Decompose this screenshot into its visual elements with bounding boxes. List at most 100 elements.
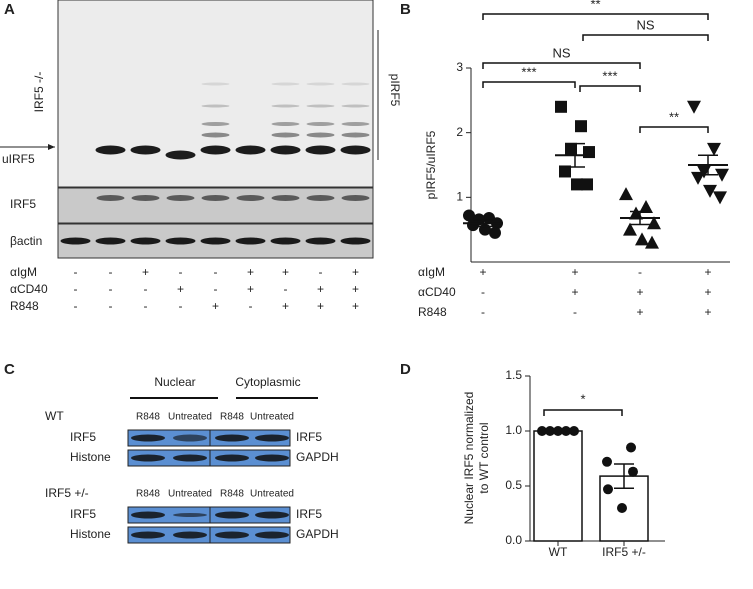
band [215, 434, 249, 442]
y-tick-label: 1.0 [505, 423, 522, 437]
band [306, 195, 335, 201]
band [215, 454, 249, 462]
row-label: αIgM [10, 265, 37, 279]
band [271, 122, 300, 126]
treatment-sign: + [636, 305, 643, 319]
dot [571, 178, 583, 191]
y-tick-label: 0.0 [505, 533, 522, 547]
band [306, 132, 335, 138]
treatment-sign: + [704, 265, 711, 279]
treatment-sign: + [352, 299, 359, 313]
dot [647, 216, 661, 230]
row-label: IRF5 [70, 507, 96, 521]
band [236, 195, 265, 201]
error-bar [565, 142, 585, 168]
band [341, 82, 370, 86]
dot [555, 100, 567, 113]
treatment-sign: + [352, 265, 359, 279]
x-tick-label: WT [549, 545, 568, 559]
significance-bracket [582, 34, 709, 41]
panel-label: C [4, 361, 15, 378]
treatment-sign: - [144, 282, 148, 296]
treatment-sign: - [214, 282, 218, 296]
dot [619, 187, 633, 201]
treatment-sign: - [214, 265, 218, 279]
lane-label: Untreated [168, 489, 212, 500]
significance-bracket [543, 409, 623, 416]
dot [713, 191, 727, 205]
dot [545, 426, 555, 436]
dot [707, 142, 721, 156]
lane-label: Untreated [168, 412, 212, 423]
band [255, 511, 289, 519]
y-tick-label: 0.5 [505, 478, 522, 492]
band-label: uIRF5 [2, 152, 35, 166]
treatment-sign: + [282, 299, 289, 313]
band [255, 454, 289, 462]
dot [603, 484, 613, 495]
band [255, 531, 289, 539]
treatment-sign: + [282, 265, 289, 279]
treatment-sign: + [212, 299, 219, 313]
band [201, 104, 230, 108]
band [173, 513, 207, 517]
group-label: IRF5 +/- [45, 486, 89, 500]
lane-label: R848 [220, 412, 244, 423]
dot [623, 222, 637, 236]
treatment-sign: + [704, 305, 711, 319]
dot [489, 226, 501, 239]
treatment-sign: + [142, 265, 149, 279]
treatment-sign: + [352, 282, 359, 296]
band [271, 82, 300, 86]
band [235, 237, 266, 245]
row-label: IRF5 [296, 507, 322, 521]
band [173, 434, 207, 442]
y-tick-label: 1.5 [505, 368, 522, 382]
significance-label: NS [636, 17, 654, 32]
lane-label: R848 [220, 489, 244, 500]
band [215, 511, 249, 519]
dot [626, 442, 636, 453]
treatment-sign: + [571, 265, 578, 279]
dot [703, 184, 717, 198]
band [341, 195, 370, 201]
band [340, 145, 371, 155]
row-label: IRF5 [296, 430, 322, 444]
treatment-sign: - [481, 305, 485, 319]
bar [533, 430, 583, 542]
band [96, 195, 125, 201]
y-tick-label: 2 [456, 125, 463, 139]
band [201, 122, 230, 126]
row-label: GAPDH [296, 527, 339, 541]
treatment-sign: + [177, 282, 184, 296]
y-axis-label: pIRF5/uIRF5 [424, 130, 438, 199]
treatment-sign: - [144, 299, 148, 313]
band [130, 237, 161, 245]
band [201, 82, 230, 86]
row-label: IRF5 [70, 430, 96, 444]
dot [561, 426, 571, 436]
band [201, 132, 230, 138]
row-label: IRF5 [10, 197, 36, 211]
treatment-sign: - [179, 299, 183, 313]
dot [575, 120, 587, 133]
band [131, 454, 165, 462]
band [215, 531, 249, 539]
band [201, 195, 230, 201]
band [305, 237, 336, 245]
treatment-sign: - [481, 285, 485, 299]
band [166, 195, 195, 201]
lane-label: Untreated [250, 412, 294, 423]
band [131, 434, 165, 442]
dot [463, 209, 475, 222]
band [130, 145, 161, 155]
band [173, 454, 207, 462]
band [95, 237, 126, 245]
treatment-sign: - [74, 282, 78, 296]
band [60, 237, 91, 245]
significance-bracket [639, 126, 709, 133]
significance-bracket [579, 85, 641, 92]
significance-label: *** [602, 68, 617, 83]
blot [127, 526, 291, 544]
row-label: αCD40 [418, 285, 456, 299]
